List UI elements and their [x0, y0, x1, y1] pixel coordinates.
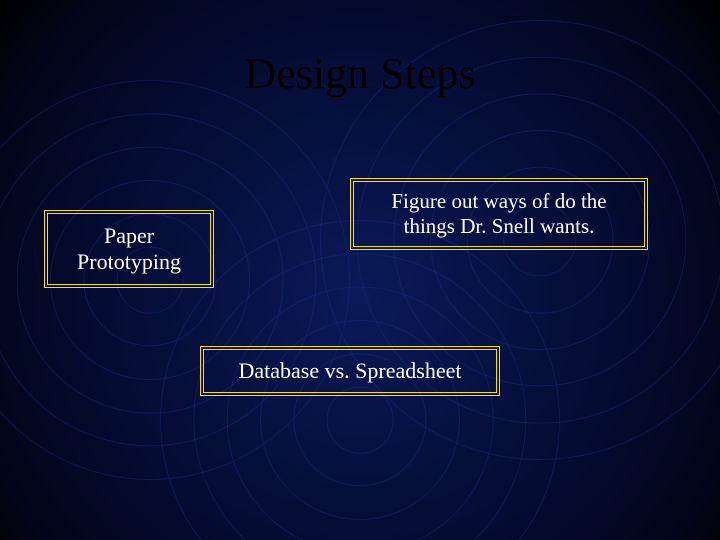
box-figure-out-text: Figure out ways of do the things Dr. Sne… [391, 189, 606, 239]
slide-title: Design Steps [0, 48, 720, 99]
box-paper-prototyping-text: Paper Prototyping [77, 223, 181, 276]
box-db-vs-spreadsheet: Database vs. Spreadsheet [200, 346, 500, 396]
box-paper-prototyping: Paper Prototyping [44, 210, 214, 288]
box-figure-out: Figure out ways of do the things Dr. Sne… [350, 178, 648, 250]
slide: Design Steps Paper Prototyping Figure ou… [0, 0, 720, 540]
box-db-vs-spreadsheet-text: Database vs. Spreadsheet [239, 358, 462, 384]
